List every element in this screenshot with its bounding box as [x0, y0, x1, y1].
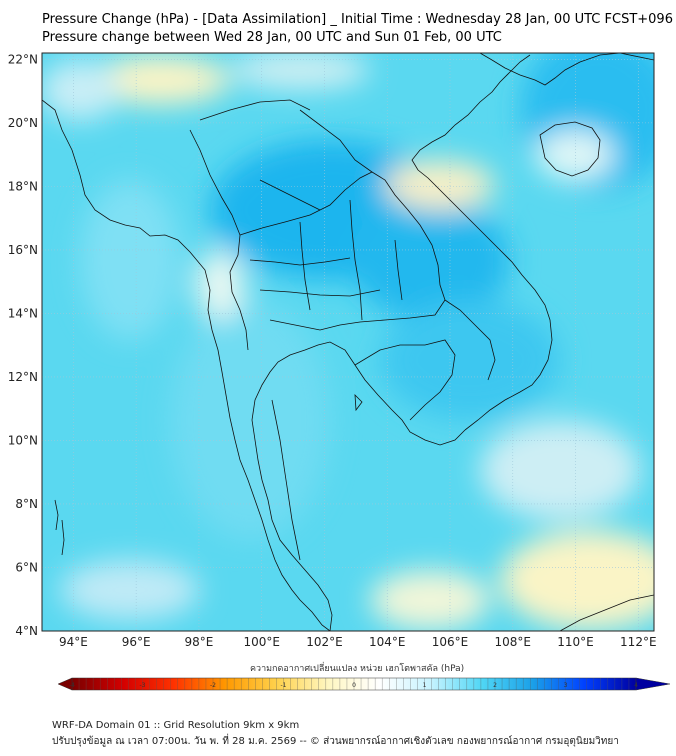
graticule: [42, 53, 654, 631]
lon-tick-label: 106°E: [432, 635, 469, 649]
colorbar-tick-label: 4: [634, 682, 638, 689]
lat-tick-label: 14°N: [8, 306, 38, 320]
colorbar-extend-low: [57, 677, 73, 691]
colorbar: -4 -3 -2 -1 0 1 2 3 4: [57, 677, 671, 691]
lat-tick-label: 4°N: [15, 624, 38, 638]
lat-tick-label: 18°N: [8, 179, 38, 193]
lon-tick-label: 94°E: [59, 635, 88, 649]
colorbar-tick-label: 3: [564, 682, 568, 689]
colorbar-tick-label: 2: [493, 682, 497, 689]
lon-tick-label: 112°E: [620, 635, 657, 649]
lat-tick-label: 6°N: [15, 560, 38, 574]
lat-tick-label: 12°N: [8, 370, 38, 384]
pressure-field: [42, 53, 654, 630]
lon-tick-label: 104°E: [369, 635, 406, 649]
colorbar-tick-label: -1: [281, 682, 287, 689]
chart-subtitle: Pressure change between Wed 28 Jan, 00 U…: [42, 30, 502, 45]
lon-tick-label: 98°E: [184, 635, 213, 649]
longitude-ticks: 94°E 96°E 98°E 100°E 102°E 104°E 106°E 108°E 110…: [59, 635, 657, 649]
coastlines-and-borders: [42, 53, 654, 631]
lon-tick-label: 100°E: [243, 635, 280, 649]
lat-tick-label: 10°N: [8, 433, 38, 447]
colorbar-extend-high: [635, 677, 671, 691]
colorbar-tick-label: -3: [140, 682, 146, 689]
lon-tick-label: 102°E: [306, 635, 343, 649]
lon-tick-label: 110°E: [557, 635, 594, 649]
lon-tick-label: 96°E: [122, 635, 151, 649]
colorbar-tick-label: 1: [423, 682, 427, 689]
lon-tick-label: 108°E: [495, 635, 532, 649]
lat-tick-label: 16°N: [8, 243, 38, 257]
map-frame: [41, 52, 655, 632]
colorbar-label: ความกดอากาศเปลี่ยนแปลง หน่วย เฮกโตพาสคัล…: [250, 664, 465, 674]
footer-model-info: WRF-DA Domain 01 :: Grid Resolution 9km …: [52, 720, 300, 731]
chart-title: Pressure Change (hPa) - [Data Assimilati…: [42, 12, 673, 27]
lat-tick-label: 8°N: [15, 497, 38, 511]
colorbar-tick-label: -4: [69, 682, 75, 689]
latitude-ticks: 22°N 20°N 18°N 16°N 14°N 12°N 10°N 8°N 6°N 4°N: [8, 52, 38, 638]
lat-tick-label: 22°N: [8, 52, 38, 66]
colorbar-tick-label: 0: [352, 682, 356, 689]
lat-tick-label: 20°N: [8, 116, 38, 130]
colorbar-tick-label: -2: [210, 682, 216, 689]
footer-update-info: ปรับปรุงข้อมูล ณ เวลา 07:00น. วัน พ. ที่…: [52, 736, 619, 747]
